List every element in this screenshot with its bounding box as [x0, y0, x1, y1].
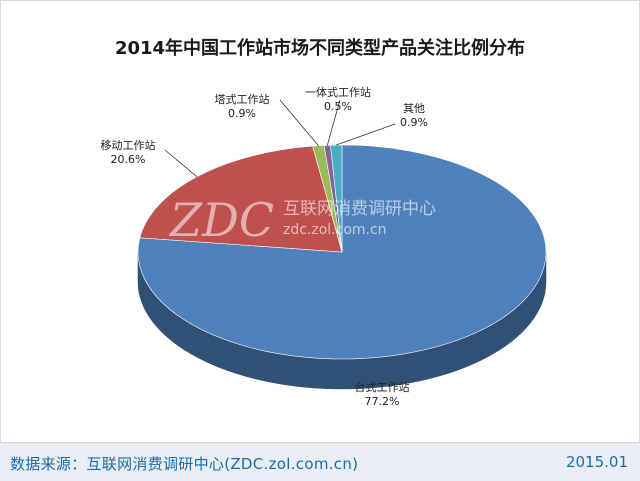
slice-percent: 77.2%: [365, 395, 400, 408]
footer-bar: 数据来源：互联网消费调研中心(ZDC.zol.com.cn) 2015.01: [0, 442, 640, 481]
slice-percent: 0.5%: [324, 100, 352, 113]
slice-label: 台式工作站: [355, 380, 410, 394]
watermark-url: zdc.zol.com.cn: [283, 222, 387, 238]
leader-line: [336, 123, 396, 146]
leader-line: [164, 149, 198, 178]
slice-percent: 20.6%: [111, 153, 146, 166]
watermark-logo: ZDC: [168, 193, 274, 247]
data-source: 数据来源：互联网消费调研中心(ZDC.zol.com.cn): [10, 455, 359, 473]
chart-title: 2014年中国工作站市场不同类型产品关注比例分布: [114, 38, 526, 59]
watermark-name: 互联网消费调研中心: [283, 199, 436, 219]
pie-slice: [139, 145, 343, 253]
slice-label: 一体式工作站: [305, 85, 371, 99]
slice-percent: 0.9%: [400, 116, 428, 129]
report-date: 2015.01: [565, 453, 628, 471]
leader-line: [326, 99, 341, 146]
slice-label: 移动工作站: [101, 138, 156, 152]
label-leaders: [164, 99, 396, 178]
slice-label: 塔式工作站: [215, 92, 270, 106]
slice-percent: 0.9%: [228, 107, 256, 120]
watermark: ZDC 互联网消费调研中心 zdc.zol.com.cn: [168, 193, 436, 247]
pie-slices: [137, 144, 547, 360]
slice-label: 其他: [403, 102, 425, 115]
leader-line: [279, 99, 319, 146]
